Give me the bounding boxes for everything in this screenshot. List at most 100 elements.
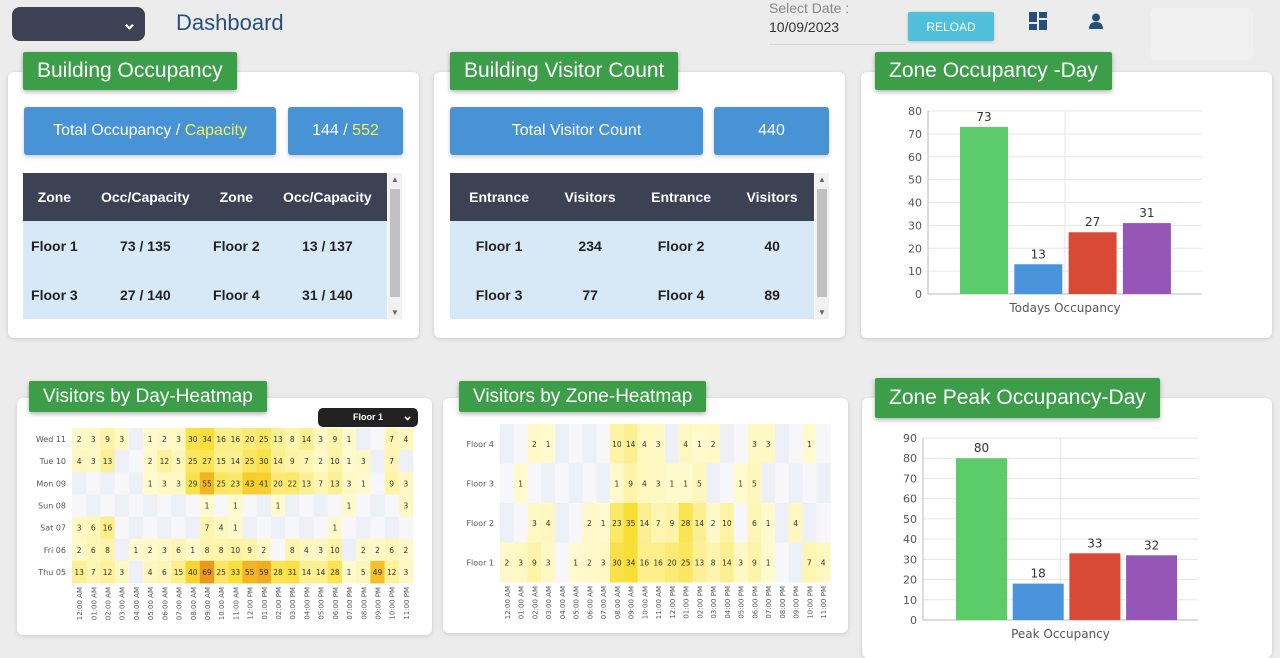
heatmap-cell[interactable] [720, 463, 735, 504]
heatmap-cell[interactable] [370, 538, 386, 562]
heatmap-cell[interactable] [398, 516, 414, 540]
heatmap-cell[interactable] [706, 424, 721, 464]
heatmap-cell[interactable] [327, 560, 343, 584]
heatmap-cell[interactable] [143, 538, 158, 562]
heatmap-cell[interactable] [72, 560, 87, 584]
heatmap-cell[interactable] [678, 463, 693, 504]
heatmap-cell[interactable] [128, 472, 144, 495]
heatmap-cell[interactable] [733, 503, 748, 543]
heatmap-cell[interactable] [114, 516, 130, 540]
heatmap-cell[interactable] [128, 494, 144, 518]
heatmap-cell[interactable] [651, 424, 666, 464]
user-icon[interactable] [1088, 13, 1104, 34]
heatmap-cell[interactable] [299, 538, 315, 562]
heatmap-cell[interactable] [356, 428, 371, 451]
heatmap-cell[interactable] [398, 560, 414, 584]
heatmap-cell[interactable] [114, 428, 130, 451]
heatmap-cell[interactable] [114, 450, 130, 473]
heatmap-cell[interactable] [114, 538, 130, 562]
heatmap-cell[interactable] [802, 424, 817, 464]
heatmap-cell[interactable] [341, 538, 357, 562]
heatmap-cell[interactable] [128, 538, 144, 562]
heatmap-cell[interactable] [341, 516, 357, 540]
heatmap-cell[interactable] [816, 424, 831, 464]
heatmap-cell[interactable] [513, 424, 528, 464]
heatmap-cell[interactable] [242, 428, 258, 451]
heatmap-cell[interactable] [623, 542, 638, 583]
heatmap-cell[interactable] [541, 542, 556, 583]
heatmap-cell[interactable] [692, 424, 707, 464]
heatmap-cell[interactable] [788, 424, 803, 464]
heatmap-cell[interactable] [313, 516, 329, 540]
heatmap-cell[interactable] [706, 503, 721, 543]
heatmap-cell[interactable] [761, 463, 776, 504]
heatmap-cell[interactable] [568, 503, 583, 543]
heatmap-cell[interactable] [285, 428, 300, 451]
heatmap-cell[interactable] [788, 542, 803, 583]
heatmap-cell[interactable] [285, 494, 300, 518]
heatmap-cell[interactable] [256, 560, 272, 584]
heatmap-cell[interactable] [299, 516, 315, 540]
heatmap-cell[interactable] [651, 542, 666, 583]
heatmap-cell[interactable] [747, 542, 762, 583]
heatmap-cell[interactable] [157, 538, 172, 562]
heatmap-cell[interactable] [341, 560, 357, 584]
heatmap-cell[interactable] [692, 503, 707, 543]
heatmap-cell[interactable] [651, 463, 666, 504]
heatmap-cell[interactable] [185, 538, 201, 562]
heatmap-cell[interactable] [171, 472, 187, 495]
heatmap-cell[interactable] [747, 463, 762, 504]
heatmap-cell[interactable] [270, 560, 286, 584]
heatmap-cell[interactable] [242, 494, 258, 518]
heatmap-cell[interactable] [733, 463, 748, 504]
heatmap-cell[interactable] [100, 560, 116, 584]
heatmap-cell[interactable] [582, 503, 597, 543]
heatmap-cell[interactable] [72, 538, 87, 562]
heatmap-cell[interactable] [384, 472, 400, 495]
heatmap-cell[interactable] [555, 542, 570, 583]
heatmap-cell[interactable] [171, 538, 187, 562]
heatmap-cell[interactable] [199, 450, 215, 473]
heatmap-cell[interactable] [171, 428, 187, 451]
heatmap-cell[interactable] [637, 503, 652, 543]
heatmap-cell[interactable] [185, 494, 201, 518]
heatmap-cell[interactable] [568, 424, 583, 464]
heatmap-cell[interactable] [527, 424, 542, 464]
heatmap-cell[interactable] [114, 494, 130, 518]
heatmap-cell[interactable] [398, 538, 414, 562]
heatmap-cell[interactable] [610, 503, 625, 543]
heatmap-cell[interactable] [214, 560, 229, 584]
heatmap-cell[interactable] [128, 450, 144, 473]
heatmap-cell[interactable] [327, 516, 343, 540]
heatmap-cell[interactable] [72, 494, 87, 518]
heatmap-cell[interactable] [692, 542, 707, 583]
heatmap-cell[interactable] [214, 428, 229, 451]
heatmap-cell[interactable] [816, 463, 831, 504]
heatmap-cell[interactable] [86, 494, 101, 518]
heatmap-cell[interactable] [72, 516, 87, 540]
heatmap-cell[interactable] [500, 503, 515, 543]
heatmap-cell[interactable] [384, 428, 400, 451]
heatmap-cell[interactable] [242, 450, 258, 473]
heatmap-cell[interactable] [285, 516, 300, 540]
heatmap-cell[interactable] [185, 472, 201, 495]
heatmap-cell[interactable] [775, 542, 790, 583]
heatmap-cell[interactable] [596, 503, 611, 543]
heatmap-cell[interactable] [128, 516, 144, 540]
heatmap-cell[interactable] [256, 428, 272, 451]
heatmap-cell[interactable] [637, 424, 652, 464]
heatmap-cell[interactable] [513, 463, 528, 504]
site-select-dropdown[interactable]: ⌄ [12, 7, 145, 41]
heatmap-cell[interactable] [86, 538, 101, 562]
heatmap-cell[interactable] [665, 424, 680, 464]
heatmap-cell[interactable] [214, 494, 229, 518]
heatmap-cell[interactable] [623, 424, 638, 464]
heatmap-cell[interactable] [72, 472, 87, 495]
reload-button[interactable]: RELOAD [908, 12, 994, 41]
heatmap-cell[interactable] [398, 450, 414, 473]
date-input[interactable]: 10/09/2023 [769, 19, 906, 45]
bar[interactable] [1122, 223, 1171, 294]
heatmap-cell[interactable] [171, 450, 187, 473]
heatmap-cell[interactable] [788, 503, 803, 543]
heatmap-cell[interactable] [802, 463, 817, 504]
